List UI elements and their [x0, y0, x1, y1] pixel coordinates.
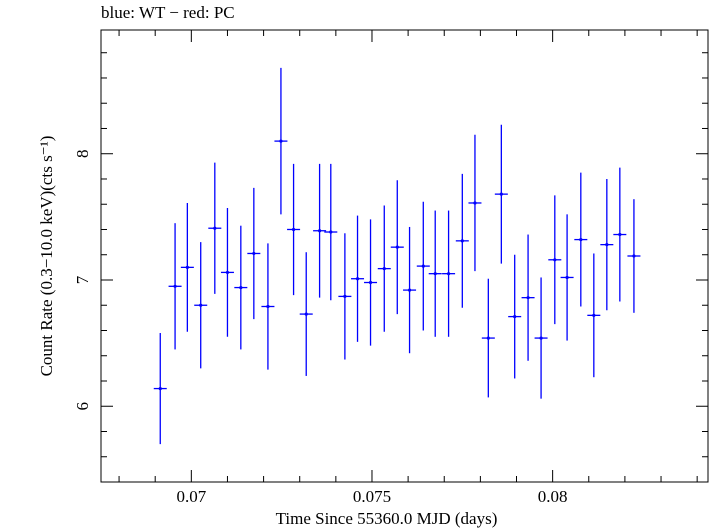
point-marker [618, 232, 622, 237]
point-marker [291, 227, 296, 232]
point-marker [329, 230, 333, 234]
data-point [428, 210, 442, 337]
data-point [548, 195, 562, 325]
data-point [287, 163, 301, 296]
point-marker [460, 239, 464, 243]
point-marker [526, 296, 530, 300]
point-marker [279, 139, 283, 143]
y-axis-label: Count Rate (0.3−10.0 keV)(cts s⁻¹) [37, 136, 56, 377]
data-point [442, 210, 456, 337]
data-point [377, 205, 391, 332]
point-marker [473, 201, 477, 205]
data-point [153, 333, 167, 445]
data-point [168, 223, 182, 350]
point-marker [486, 336, 490, 340]
data-point [574, 172, 588, 307]
point-marker [225, 270, 230, 275]
data-point [587, 253, 601, 378]
data-point [416, 201, 430, 331]
axis-ticks: 0.07 0.075 0.08 6 7 8 [73, 30, 708, 506]
data-point [274, 67, 288, 215]
data-point [261, 243, 275, 370]
plot-frame [100, 29, 709, 483]
data-point [390, 180, 404, 315]
point-marker [565, 275, 569, 280]
data-point [234, 225, 248, 350]
data-point [455, 173, 469, 308]
data-point [247, 187, 261, 320]
data-point [194, 242, 208, 369]
point-marker [158, 386, 162, 391]
point-marker [513, 315, 517, 319]
point-marker [317, 229, 322, 233]
data-point [521, 234, 535, 361]
data-point [208, 162, 222, 294]
data-point [600, 178, 614, 311]
data-point [534, 277, 548, 399]
data-point [313, 163, 327, 298]
data-point [613, 167, 627, 302]
data-point [627, 199, 641, 313]
x-tick-label: 0.07 [176, 487, 206, 506]
point-marker [239, 285, 243, 290]
data-point [508, 254, 522, 379]
data-point [180, 202, 194, 332]
x-axis-label-row: Time Since 55360.0 MJD (days) [0, 509, 709, 529]
point-marker [553, 258, 557, 262]
data-point [468, 134, 482, 272]
point-marker [407, 288, 412, 292]
point-marker [252, 251, 256, 256]
data-point [220, 208, 234, 337]
x-axis-label: Time Since 55360.0 MJD (days) [275, 509, 498, 528]
data-point [324, 163, 338, 301]
y-tick-label: 8 [73, 149, 92, 158]
point-marker [199, 303, 203, 307]
point-marker [173, 284, 177, 288]
data-point [299, 252, 313, 376]
point-marker [632, 254, 636, 258]
y-tick-label: 6 [73, 402, 92, 411]
chart-title: blue: WT − red: PC [101, 3, 235, 22]
point-marker [433, 272, 437, 276]
point-marker [382, 267, 386, 271]
point-marker [395, 245, 399, 249]
point-marker [421, 264, 425, 268]
data-point [481, 278, 495, 398]
point-marker [185, 265, 189, 269]
point-marker [446, 272, 451, 276]
point-marker [605, 243, 609, 247]
point-marker [579, 237, 583, 242]
x-tick-label: 0.075 [353, 487, 391, 506]
point-marker [213, 226, 217, 230]
point-marker [368, 280, 373, 285]
data-points [153, 67, 641, 445]
y-tick-label: 7 [73, 275, 92, 284]
x-tick-label: 0.08 [538, 487, 568, 506]
data-point [364, 219, 378, 346]
data-point [560, 214, 574, 341]
point-marker [343, 294, 347, 299]
data-point [494, 124, 508, 264]
data-point [338, 233, 352, 360]
point-marker [355, 277, 360, 281]
data-point [403, 226, 417, 354]
data-point [351, 215, 365, 342]
point-marker [592, 313, 596, 317]
point-marker [266, 304, 270, 309]
point-marker [499, 192, 503, 196]
point-marker [539, 336, 543, 340]
point-marker [304, 312, 308, 316]
